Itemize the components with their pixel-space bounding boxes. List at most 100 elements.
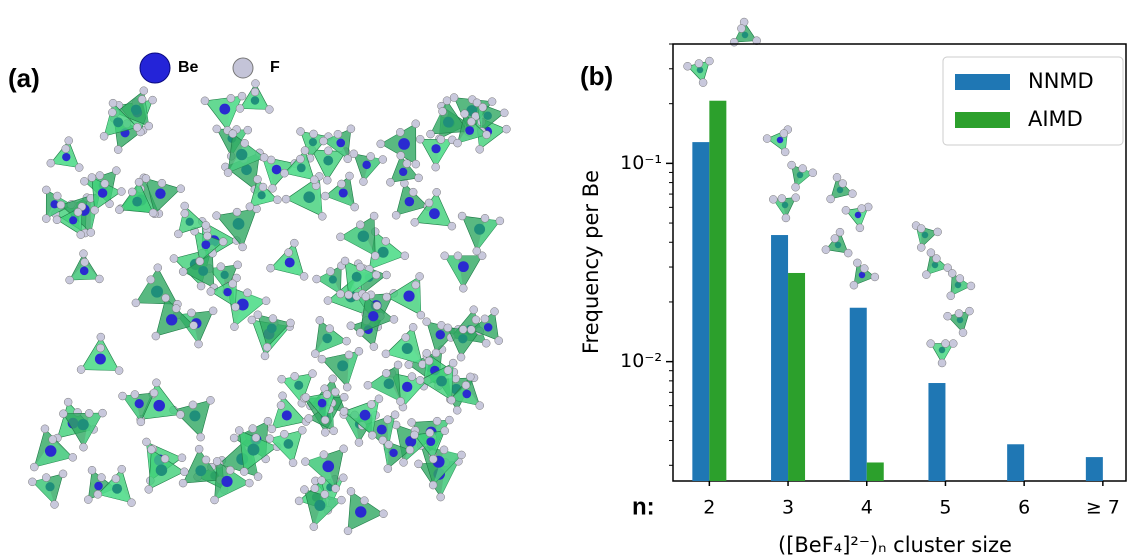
legend-label: AIMD	[1028, 107, 1083, 131]
f-atom	[142, 438, 150, 446]
f-atom	[279, 392, 287, 400]
f-atom	[831, 235, 839, 243]
x-tick-label: 5	[939, 497, 951, 519]
be-atom	[113, 117, 123, 127]
be-atom	[368, 311, 378, 321]
f-atom	[264, 417, 272, 425]
f-atom	[439, 107, 447, 115]
f-atom	[482, 339, 490, 347]
f-atom	[344, 527, 352, 535]
f-atom	[189, 401, 197, 409]
f-atom	[310, 176, 318, 184]
f-atom	[133, 123, 141, 131]
be-atom	[303, 191, 315, 203]
f-atom	[108, 108, 116, 116]
f-atom	[80, 177, 88, 185]
f-atom	[190, 321, 198, 329]
f-atom	[371, 252, 379, 260]
f-atom	[114, 146, 122, 154]
f-atom	[51, 500, 59, 508]
f-atom	[57, 201, 65, 209]
f-atom	[410, 431, 418, 439]
f-atom	[382, 369, 390, 377]
f-atom	[360, 497, 368, 505]
f-atom	[145, 485, 153, 493]
f-atom	[131, 390, 139, 398]
f-atom	[197, 433, 205, 441]
f-atom	[412, 120, 420, 128]
f-atom	[142, 174, 150, 182]
f-atom	[959, 329, 967, 337]
bar	[771, 235, 788, 481]
f-atom	[386, 178, 394, 186]
be-atom	[69, 216, 77, 224]
f-atom	[298, 426, 306, 434]
legend-label: NNMD	[1028, 69, 1094, 93]
f-atom	[273, 196, 281, 204]
f-atom	[409, 323, 417, 331]
be-atom	[80, 267, 89, 276]
f-atom	[934, 228, 942, 236]
f-atom	[266, 435, 274, 443]
f-atom	[233, 208, 241, 216]
f-atom	[277, 401, 285, 409]
f-atom	[326, 325, 334, 333]
f-atom	[500, 109, 508, 117]
f-atom	[367, 152, 375, 160]
f-atom	[340, 445, 348, 453]
f-atom	[95, 275, 103, 283]
be-atom	[957, 317, 964, 324]
f-atom	[321, 416, 329, 424]
f-atom	[231, 303, 239, 311]
f-atom	[145, 122, 153, 130]
bar	[692, 142, 709, 481]
f-atom	[780, 130, 788, 138]
be-atom	[329, 276, 337, 284]
f-atom	[390, 315, 398, 323]
f-atom	[260, 153, 268, 161]
f-atom	[180, 468, 188, 476]
be-atom	[922, 232, 929, 239]
f-atom	[99, 409, 107, 417]
be-atom	[45, 445, 56, 456]
f-atom	[318, 355, 326, 363]
be-atom	[362, 161, 371, 170]
be-atom	[403, 291, 414, 302]
f-atom	[368, 431, 376, 439]
f-atom	[158, 179, 166, 187]
f-atom	[302, 393, 310, 401]
be-atom	[939, 347, 946, 354]
f-atom	[30, 463, 38, 471]
f-atom	[842, 206, 850, 214]
be-atom	[429, 208, 440, 219]
f-atom	[339, 474, 347, 482]
legend-swatch	[955, 112, 1010, 128]
f-atom	[382, 237, 390, 245]
be-atom	[322, 333, 332, 343]
f-atom	[320, 451, 328, 459]
f-atom	[207, 288, 215, 296]
f-atom-legend	[233, 58, 253, 78]
f-atom	[947, 292, 955, 300]
f-atom	[219, 238, 227, 246]
f-atom	[149, 96, 157, 104]
be-atom	[221, 271, 229, 279]
be-atom	[431, 144, 440, 153]
f-atom	[170, 255, 178, 263]
be-atom	[399, 168, 407, 176]
f-atom	[238, 92, 246, 100]
f-atom	[356, 263, 364, 271]
f-atom	[331, 388, 339, 396]
y-tick-label: 10⁻¹	[620, 152, 662, 174]
be-atom	[398, 138, 410, 150]
f-atom	[347, 322, 355, 330]
f-atom	[965, 307, 973, 315]
be-atom	[458, 261, 469, 272]
f-atom	[236, 104, 244, 112]
f-atom	[417, 311, 425, 319]
f-atom	[128, 499, 136, 507]
f-atom	[324, 147, 332, 155]
f-atom	[470, 306, 478, 314]
f-atom	[289, 459, 297, 467]
f-atom	[412, 160, 420, 168]
